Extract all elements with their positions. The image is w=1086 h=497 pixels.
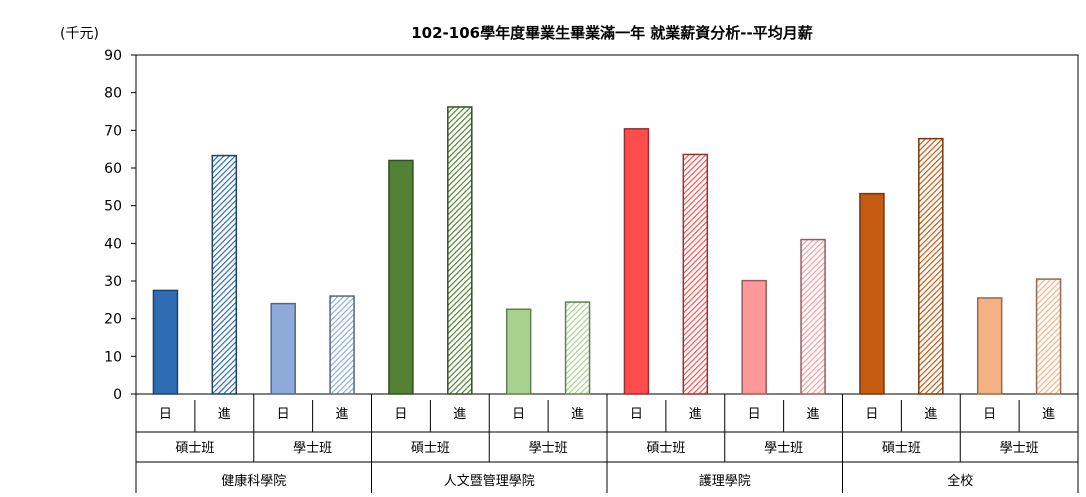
y-tick-label: 70	[104, 123, 122, 139]
program-label: 碩士班	[882, 441, 921, 456]
bar-3-0-1	[918, 137, 944, 395]
college-label: 護理學院	[699, 473, 751, 489]
bar-type-label: 日	[865, 407, 878, 422]
bar-0-1-0	[270, 302, 296, 395]
y-tick-label: 80	[104, 86, 122, 102]
college-label: 人文暨管理學院	[444, 474, 535, 489]
y-tick-label: 50	[104, 199, 122, 215]
program-label: 碩士班	[175, 441, 214, 456]
y-tick-label: 40	[104, 236, 122, 252]
bar-0-0-0	[152, 289, 179, 395]
y-tick-label: 10	[104, 349, 122, 365]
bar-type-label: 進	[807, 407, 820, 422]
bar-1-1-0	[505, 308, 532, 395]
bar-3-1-1	[1035, 278, 1062, 395]
bar-3-1-0	[976, 297, 1003, 395]
college-label: 全校	[947, 473, 973, 489]
bar-type-label: 進	[218, 407, 231, 422]
bar-1-1-1	[564, 301, 591, 395]
bars-layer	[152, 106, 1062, 395]
college-label: 健康科學院	[221, 473, 286, 489]
bar-2-1-1	[800, 238, 826, 395]
bar-1-0-0	[388, 159, 414, 395]
bar-type-label: 進	[453, 407, 466, 422]
program-label: 學士班	[529, 441, 568, 456]
bar-type-label: 日	[159, 407, 172, 422]
program-label: 碩士班	[411, 441, 450, 456]
y-tick-label: 90	[104, 48, 122, 64]
bar-type-label: 日	[277, 407, 290, 422]
bar-2-1-0	[741, 279, 767, 395]
bar-type-label: 進	[1042, 407, 1055, 422]
y-tick-label: 30	[104, 274, 122, 290]
bar-type-label: 日	[394, 407, 407, 422]
y-tick-label: 60	[104, 161, 122, 177]
y-tick-label: 20	[104, 312, 122, 328]
program-label: 學士班	[293, 441, 332, 456]
y-axis-label: (千元)	[60, 26, 99, 42]
y-tick-label: 0	[113, 387, 122, 403]
chart-title: 102-106學年度畢業生畢業滿一年 就業薪資分析--平均月薪	[411, 24, 813, 42]
program-label: 學士班	[764, 441, 803, 456]
bar-0-1-1	[329, 295, 355, 395]
bar-2-0-0	[623, 128, 650, 395]
bar-type-label: 進	[571, 407, 584, 422]
bar-type-label: 日	[748, 407, 761, 422]
bar-type-label: 進	[689, 407, 702, 422]
bar-type-label: 進	[924, 407, 937, 422]
bar-type-label: 進	[336, 407, 349, 422]
bar-1-0-1	[447, 106, 473, 395]
bar-3-0-0	[859, 192, 885, 395]
bar-0-0-1	[211, 154, 238, 395]
bar-type-label: 日	[983, 407, 996, 422]
bar-type-label: 日	[512, 407, 525, 422]
bar-type-label: 日	[630, 407, 643, 422]
program-label: 學士班	[1000, 441, 1039, 456]
program-label: 碩士班	[646, 441, 685, 456]
bar-2-0-1	[682, 153, 709, 395]
